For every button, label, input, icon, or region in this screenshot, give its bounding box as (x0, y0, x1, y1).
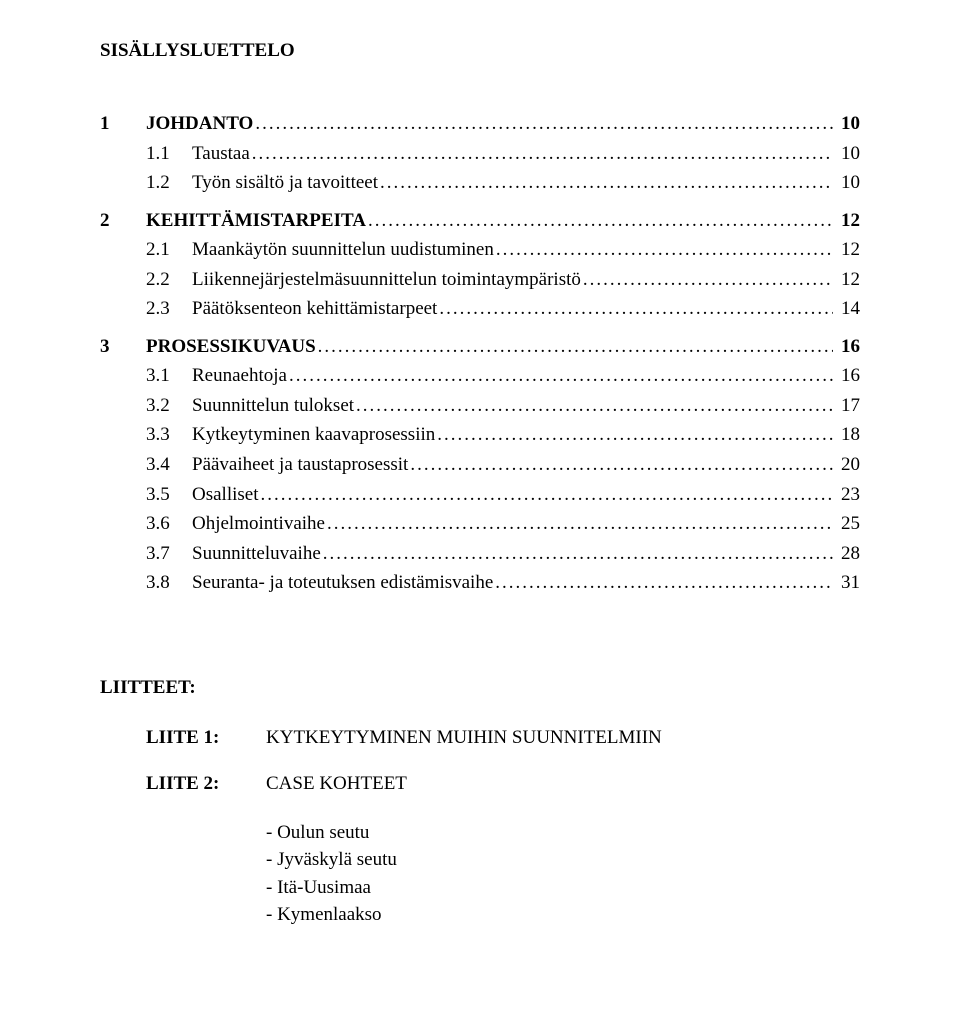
toc-entry-label: KEHITTÄMISTARPEITA (146, 207, 366, 235)
toc-leader: ........................................… (250, 140, 833, 168)
toc-entry-num: 2 (100, 207, 146, 235)
toc-entry-num: 2.2 (100, 266, 192, 294)
toc-entry-page: 12 (833, 236, 860, 264)
toc-entry-num: 3.2 (100, 392, 192, 420)
toc-entry-num: 3 (100, 333, 146, 361)
toc-entry-page: 28 (833, 540, 860, 568)
toc-entry-1-1: 1.1 Taustaa ............................… (100, 140, 860, 168)
toc-entry-page: 12 (833, 266, 860, 294)
toc-entry-2: 2 KEHITTÄMISTARPEITA ...................… (100, 207, 860, 235)
attachment-label: LIITE 1: (146, 727, 266, 749)
toc-entry-1-2: 1.2 Työn sisältö ja tavoitteet .........… (100, 169, 860, 197)
toc-entry-3-4: 3.4 Päävaiheet ja taustaprosessit ......… (100, 451, 860, 479)
toc-entry-label: Reunaehtoja (192, 362, 287, 390)
toc-entry-page: 25 (833, 510, 860, 538)
toc-leader: ........................................… (494, 236, 833, 264)
toc-leader: ........................................… (316, 333, 833, 361)
toc-entry-page: 18 (833, 421, 860, 449)
toc-entry-num: 3.5 (100, 481, 192, 509)
toc-entry-label: Maankäytön suunnittelun uudistuminen (192, 236, 494, 264)
toc-entry-num: 3.3 (100, 421, 192, 449)
toc-entry-num: 3.8 (100, 569, 192, 597)
toc-leader: ........................................… (354, 392, 833, 420)
toc-entry-num: 2.1 (100, 236, 192, 264)
toc-entry-3-8: 3.8 Seuranta- ja toteutuksen edistämisva… (100, 569, 860, 597)
toc-entry-3-5: 3.5 Osalliset ..........................… (100, 481, 860, 509)
toc-entry-label: JOHDANTO (146, 110, 253, 138)
toc-entry-3-2: 3.2 Suunnittelun tulokset ..............… (100, 392, 860, 420)
attachment-1: LIITE 1: KYTKEYTYMINEN MUIHIN SUUNNITELM… (100, 727, 860, 749)
attachment-value: KYTKEYTYMINEN MUIHIN SUUNNITELMIIN (266, 727, 662, 749)
toc-entry-page: 12 (833, 207, 860, 235)
toc-entry-num: 2.3 (100, 295, 192, 323)
toc-leader: ........................................… (493, 569, 833, 597)
toc-entry-label: Suunnitteluvaihe (192, 540, 321, 568)
toc-entry-3-1: 3.1 Reunaehtoja ........................… (100, 362, 860, 390)
attachments-title: LIITTEET: (100, 677, 860, 699)
list-item: Oulun seutu (266, 819, 860, 847)
toc-entry-num: 1.1 (100, 140, 192, 168)
toc-entry-num: 3.7 (100, 540, 192, 568)
toc-entry-page: 23 (833, 481, 860, 509)
toc-entry-1: 1 JOHDANTO .............................… (100, 110, 860, 138)
toc-entry-2-3: 2.3 Päätöksenteon kehittämistarpeet ....… (100, 295, 860, 323)
toc-entry-page: 10 (833, 169, 860, 197)
toc-entry-page: 16 (833, 333, 860, 361)
toc-leader: ........................................… (437, 295, 833, 323)
toc-entry-page: 10 (833, 110, 860, 138)
toc-entry-label: Seuranta- ja toteutuksen edistämisvaihe (192, 569, 493, 597)
toc-leader: ........................................… (259, 481, 834, 509)
toc-entry-3: 3 PROSESSIKUVAUS .......................… (100, 333, 860, 361)
attachment-list: Oulun seutu Jyväskylä seutu Itä-Uusimaa … (100, 819, 860, 929)
list-item: Jyväskylä seutu (266, 846, 860, 874)
toc-leader: ........................................… (321, 540, 833, 568)
toc-entry-num: 1.2 (100, 169, 192, 197)
toc-entry-label: Ohjelmointivaihe (192, 510, 325, 538)
attachment-label: LIITE 2: (146, 773, 266, 795)
toc-entry-label: Liikennejärjestelmäsuunnittelun toiminta… (192, 266, 581, 294)
toc-entry-num: 3.6 (100, 510, 192, 538)
toc-entry-num: 3.4 (100, 451, 192, 479)
toc-entry-3-7: 3.7 Suunnitteluvaihe ...................… (100, 540, 860, 568)
toc-entry-label: Päätöksenteon kehittämistarpeet (192, 295, 437, 323)
toc-entry-label: Osalliset (192, 481, 259, 509)
toc-leader: ........................................… (435, 421, 833, 449)
toc-entry-label: Taustaa (192, 140, 250, 168)
toc-entry-page: 16 (833, 362, 860, 390)
list-item: Itä-Uusimaa (266, 874, 860, 902)
attachment-2: LIITE 2: CASE KOHTEET (100, 773, 860, 795)
toc-entry-label: Työn sisältö ja tavoitteet (192, 169, 378, 197)
toc-leader: ........................................… (408, 451, 833, 479)
toc-entry-label: Suunnittelun tulokset (192, 392, 354, 420)
toc-leader: ........................................… (253, 110, 833, 138)
toc-entry-num: 3.1 (100, 362, 192, 390)
toc-entry-label: Kytkeytyminen kaavaprosessiin (192, 421, 435, 449)
toc-entry-page: 20 (833, 451, 860, 479)
toc-leader: ........................................… (325, 510, 833, 538)
attachment-value: CASE KOHTEET (266, 773, 407, 795)
page-title: SISÄLLYSLUETTELO (100, 40, 860, 62)
toc-entry-3-3: 3.3 Kytkeytyminen kaavaprosessiin ......… (100, 421, 860, 449)
toc-entry-page: 31 (833, 569, 860, 597)
toc-entry-label: PROSESSIKUVAUS (146, 333, 316, 361)
toc-leader: ........................................… (581, 266, 833, 294)
toc-leader: ........................................… (287, 362, 833, 390)
toc-leader: ........................................… (366, 207, 833, 235)
toc-entry-3-6: 3.6 Ohjelmointivaihe ...................… (100, 510, 860, 538)
toc-entry-2-2: 2.2 Liikennejärjestelmäsuunnittelun toim… (100, 266, 860, 294)
toc-entry-page: 17 (833, 392, 860, 420)
toc-entry-label: Päävaiheet ja taustaprosessit (192, 451, 408, 479)
toc-entry-page: 14 (833, 295, 860, 323)
list-item: Kymenlaakso (266, 901, 860, 929)
toc-entry-2-1: 2.1 Maankäytön suunnittelun uudistuminen… (100, 236, 860, 264)
toc-leader: ........................................… (378, 169, 833, 197)
toc-entry-page: 10 (833, 140, 860, 168)
toc-entry-num: 1 (100, 110, 146, 138)
